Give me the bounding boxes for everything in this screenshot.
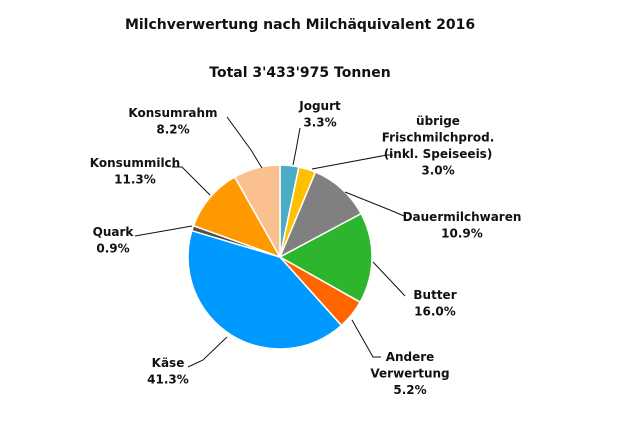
data-label-name: Konsumrahm <box>128 106 217 120</box>
leader-line-0 <box>292 127 301 166</box>
data-label-name: Verwertung <box>370 367 449 381</box>
data-label-name: Dauermilchwaren <box>403 210 522 224</box>
data-label-name: Konsummilch <box>90 156 180 170</box>
data-label-name: Käse <box>152 356 185 370</box>
data-label-value: 41.3% <box>147 373 189 387</box>
pie-slice-8 <box>233 164 281 260</box>
data-label-name: Butter <box>413 288 456 302</box>
data-label-name: Quark <box>93 225 135 239</box>
leader-line-3 <box>372 261 406 297</box>
data-label-value: 3.3% <box>303 116 336 130</box>
leader-line-1 <box>311 154 393 170</box>
leader-line-7 <box>172 166 211 196</box>
data-label-value: 3.0% <box>421 164 454 178</box>
data-label-name: Jogurt <box>298 99 341 113</box>
data-label-value: 8.2% <box>156 123 189 137</box>
pie-slice-5 <box>187 229 343 350</box>
leader-line-2 <box>344 191 405 217</box>
pie-slice-3 <box>278 212 373 304</box>
data-label-name: (inkl. Speiseeis) <box>384 147 493 161</box>
chart-subtitle: Total 3'433'975 Tonnen <box>209 65 390 81</box>
leader-line-6 <box>134 225 193 237</box>
leader-line-8 <box>226 116 263 169</box>
data-label-value: 11.3% <box>114 173 156 187</box>
data-label-value: 16.0% <box>414 305 456 319</box>
data-label-value: 0.9% <box>96 242 129 256</box>
data-label-value: 5.2% <box>393 383 426 397</box>
leader-line-5 <box>187 336 228 368</box>
leader-line-4 <box>351 319 381 358</box>
data-label-name: übrige <box>416 114 460 128</box>
chart-title: Milchverwertung nach Milchäquivalent 201… <box>125 17 475 33</box>
data-label-name: Andere <box>386 350 435 364</box>
data-label-name: Frischmilchprod. <box>382 131 495 145</box>
pie-slice-7 <box>192 175 282 259</box>
data-label-value: 10.9% <box>441 227 483 241</box>
